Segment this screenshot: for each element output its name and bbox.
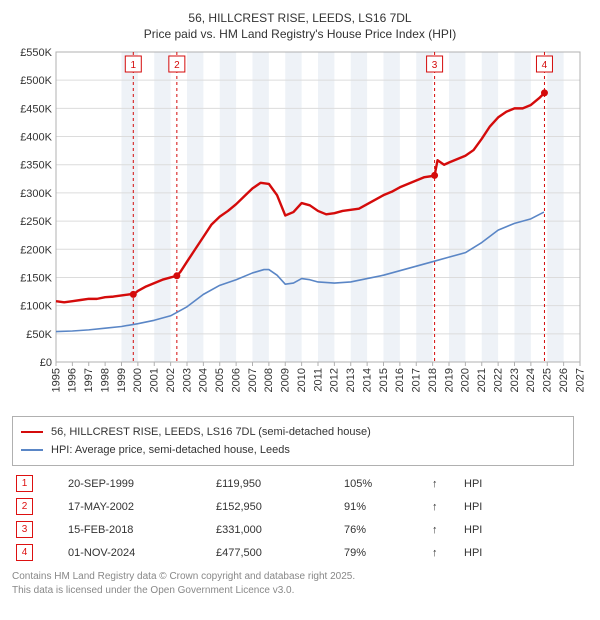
svg-text:3: 3: [432, 60, 438, 71]
svg-text:2003: 2003: [181, 368, 193, 392]
arrow-up-icon: ↑: [428, 518, 460, 541]
svg-text:£350K: £350K: [20, 160, 52, 172]
tx-price: £331,000: [212, 518, 340, 541]
svg-text:£0: £0: [40, 357, 52, 369]
svg-text:2021: 2021: [476, 368, 488, 392]
svg-text:2026: 2026: [558, 368, 570, 392]
svg-text:2015: 2015: [378, 368, 390, 392]
tx-pct: 91%: [340, 495, 428, 518]
svg-text:2011: 2011: [312, 368, 324, 392]
svg-text:2004: 2004: [198, 368, 210, 392]
svg-text:1: 1: [131, 60, 137, 71]
title-line2: Price paid vs. HM Land Registry's House …: [12, 26, 588, 42]
legend-swatch-2: [21, 449, 43, 451]
table-row: 3 15-FEB-2018£331,00076%↑HPI: [12, 518, 574, 541]
svg-text:2006: 2006: [230, 368, 242, 392]
svg-text:2013: 2013: [345, 368, 357, 392]
title-line1: 56, HILLCREST RISE, LEEDS, LS16 7DL: [12, 10, 588, 26]
svg-text:2012: 2012: [329, 368, 341, 392]
svg-text:£450K: £450K: [20, 104, 52, 116]
svg-text:1998: 1998: [99, 368, 111, 392]
line-chart: £0 £50K £100K £150K £200K £250K £300K £350K £400…: [12, 46, 588, 408]
arrow-up-icon: ↑: [428, 541, 460, 564]
svg-text:2018: 2018: [427, 368, 439, 392]
tx-pct: 76%: [340, 518, 428, 541]
tx-badge: 1: [16, 475, 33, 492]
tx-pct: 79%: [340, 541, 428, 564]
svg-text:£200K: £200K: [20, 245, 52, 257]
tx-date: 20-SEP-1999: [64, 472, 212, 495]
svg-text:£250K: £250K: [20, 216, 52, 228]
legend-row-1: 56, HILLCREST RISE, LEEDS, LS16 7DL (sem…: [21, 423, 565, 441]
svg-text:1997: 1997: [83, 368, 95, 392]
tx-tag: HPI: [460, 472, 574, 495]
legend-swatch-1: [21, 431, 43, 433]
svg-text:2023: 2023: [509, 368, 521, 392]
svg-text:2002: 2002: [165, 368, 177, 392]
legend-label-1: 56, HILLCREST RISE, LEEDS, LS16 7DL (sem…: [51, 426, 371, 438]
svg-text:1999: 1999: [116, 368, 128, 392]
arrow-up-icon: ↑: [428, 472, 460, 495]
svg-text:2020: 2020: [460, 368, 472, 392]
tx-badge: 4: [16, 544, 33, 561]
svg-text:2027: 2027: [574, 368, 586, 392]
svg-text:2014: 2014: [361, 368, 373, 392]
tx-tag: HPI: [460, 518, 574, 541]
svg-text:£150K: £150K: [20, 273, 52, 285]
table-row: 4 01-NOV-2024£477,50079%↑HPI: [12, 541, 574, 564]
legend-label-2: HPI: Average price, semi-detached house,…: [51, 444, 290, 456]
tx-date: 01-NOV-2024: [64, 541, 212, 564]
svg-text:2017: 2017: [411, 368, 423, 392]
tx-tag: HPI: [460, 541, 574, 564]
chart-area: £0 £50K £100K £150K £200K £250K £300K £350K £400…: [12, 46, 588, 408]
tx-price: £477,500: [212, 541, 340, 564]
tx-pct: 105%: [340, 472, 428, 495]
svg-text:2000: 2000: [132, 368, 144, 392]
svg-text:£400K: £400K: [20, 132, 52, 144]
tx-tag: HPI: [460, 495, 574, 518]
svg-text:£50K: £50K: [26, 329, 52, 341]
svg-text:1996: 1996: [67, 368, 79, 392]
arrow-up-icon: ↑: [428, 495, 460, 518]
footer: Contains HM Land Registry data © Crown c…: [12, 570, 588, 597]
svg-text:£550K: £550K: [20, 47, 52, 59]
svg-text:2010: 2010: [296, 368, 308, 392]
tx-price: £152,950: [212, 495, 340, 518]
tx-price: £119,950: [212, 472, 340, 495]
legend-row-2: HPI: Average price, semi-detached house,…: [21, 441, 565, 459]
table-row: 1 20-SEP-1999£119,950105%↑HPI: [12, 472, 574, 495]
tx-badge: 2: [16, 498, 33, 515]
svg-text:2005: 2005: [214, 368, 226, 392]
transactions-table: 120-SEP-1999£119,950105%↑HPI217-MAY-2002…: [12, 472, 574, 564]
svg-text:2001: 2001: [149, 368, 161, 392]
svg-text:2016: 2016: [394, 368, 406, 392]
svg-text:£500K: £500K: [20, 76, 52, 88]
svg-text:£300K: £300K: [20, 188, 52, 200]
svg-text:2024: 2024: [525, 368, 537, 392]
svg-text:2019: 2019: [443, 368, 455, 392]
chart-title: 56, HILLCREST RISE, LEEDS, LS16 7DL Pric…: [12, 10, 588, 42]
svg-text:2009: 2009: [280, 368, 292, 392]
tx-badge: 3: [16, 521, 33, 538]
svg-text:2025: 2025: [542, 368, 554, 392]
svg-text:£100K: £100K: [20, 301, 52, 313]
tx-date: 15-FEB-2018: [64, 518, 212, 541]
svg-text:2: 2: [174, 60, 180, 71]
legend: 56, HILLCREST RISE, LEEDS, LS16 7DL (sem…: [12, 416, 574, 466]
svg-text:2007: 2007: [247, 368, 259, 392]
svg-text:4: 4: [542, 60, 548, 71]
svg-text:2022: 2022: [492, 368, 504, 392]
table-row: 2 17-MAY-2002£152,95091%↑HPI: [12, 495, 574, 518]
svg-text:2008: 2008: [263, 368, 275, 392]
tx-date: 17-MAY-2002: [64, 495, 212, 518]
footer-line2: This data is licensed under the Open Gov…: [12, 584, 588, 598]
svg-text:1995: 1995: [50, 368, 62, 392]
footer-line1: Contains HM Land Registry data © Crown c…: [12, 570, 588, 584]
